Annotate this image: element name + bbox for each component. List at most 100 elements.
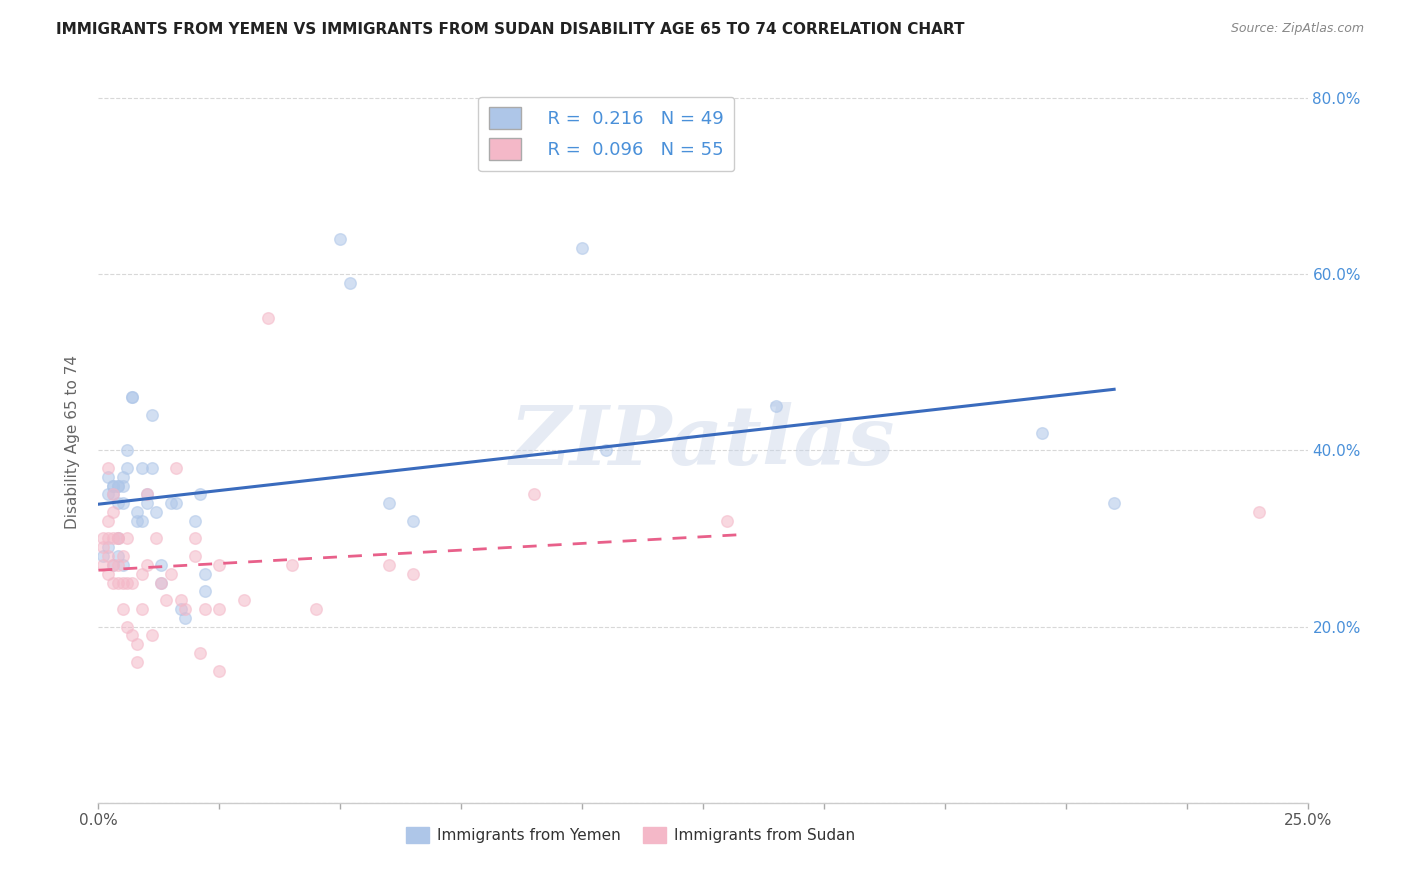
Point <box>145 532 167 546</box>
Point <box>402 514 425 528</box>
Point <box>232 593 254 607</box>
Point <box>101 575 124 590</box>
Point <box>97 532 120 546</box>
Point <box>1031 425 1053 440</box>
Point <box>117 532 139 546</box>
Point <box>101 487 124 501</box>
Point <box>107 478 129 492</box>
Point <box>107 549 129 563</box>
Point <box>127 637 149 651</box>
Point <box>194 602 217 616</box>
Point <box>1249 505 1271 519</box>
Point <box>101 558 124 572</box>
Point <box>135 487 157 501</box>
Point <box>107 496 129 510</box>
Point <box>97 461 120 475</box>
Point <box>117 443 139 458</box>
Point <box>150 575 173 590</box>
Point <box>97 566 120 581</box>
Point <box>101 478 124 492</box>
Point <box>121 628 143 642</box>
Point <box>208 664 231 678</box>
Point <box>169 602 191 616</box>
Point <box>188 487 211 501</box>
Point <box>91 558 114 572</box>
Point <box>97 549 120 563</box>
Legend: Immigrants from Yemen, Immigrants from Sudan: Immigrants from Yemen, Immigrants from S… <box>399 822 860 849</box>
Point <box>165 461 187 475</box>
Point <box>97 541 120 555</box>
Point <box>208 558 231 572</box>
Point <box>523 487 546 501</box>
Point <box>377 496 399 510</box>
Point <box>174 611 197 625</box>
Point <box>281 558 304 572</box>
Point <box>194 584 217 599</box>
Point <box>107 532 129 546</box>
Point <box>111 558 134 572</box>
Point <box>135 558 157 572</box>
Y-axis label: Disability Age 65 to 74: Disability Age 65 to 74 <box>65 354 80 529</box>
Point <box>174 602 197 616</box>
Point <box>91 549 114 563</box>
Point <box>184 514 207 528</box>
Point <box>127 505 149 519</box>
Point <box>141 461 163 475</box>
Point <box>107 532 129 546</box>
Point <box>150 558 173 572</box>
Point <box>117 575 139 590</box>
Point <box>256 311 278 326</box>
Point <box>135 487 157 501</box>
Point <box>131 514 153 528</box>
Point <box>107 558 129 572</box>
Point <box>101 532 124 546</box>
Text: ZIPatlas: ZIPatlas <box>510 401 896 482</box>
Point <box>111 478 134 492</box>
Point <box>141 628 163 642</box>
Point <box>107 478 129 492</box>
Point <box>145 505 167 519</box>
Point <box>155 593 177 607</box>
Point <box>131 566 153 581</box>
Point <box>188 646 211 660</box>
Point <box>135 496 157 510</box>
Point <box>97 487 120 501</box>
Point <box>97 514 120 528</box>
Point <box>160 496 183 510</box>
Point <box>127 655 149 669</box>
Point <box>107 575 129 590</box>
Point <box>165 496 187 510</box>
Point <box>117 461 139 475</box>
Point <box>377 558 399 572</box>
Point <box>111 496 134 510</box>
Point <box>169 593 191 607</box>
Point <box>91 541 114 555</box>
Point <box>117 619 139 633</box>
Point <box>184 532 207 546</box>
Point <box>208 602 231 616</box>
Point <box>765 399 787 413</box>
Point <box>101 558 124 572</box>
Point <box>111 549 134 563</box>
Point <box>571 241 593 255</box>
Point <box>101 505 124 519</box>
Point <box>121 391 143 405</box>
Point <box>402 566 425 581</box>
Text: IMMIGRANTS FROM YEMEN VS IMMIGRANTS FROM SUDAN DISABILITY AGE 65 TO 74 CORRELATI: IMMIGRANTS FROM YEMEN VS IMMIGRANTS FROM… <box>56 22 965 37</box>
Point <box>91 532 114 546</box>
Point <box>595 443 617 458</box>
Point <box>1102 496 1125 510</box>
Point <box>339 276 361 290</box>
Point <box>150 575 173 590</box>
Point <box>194 566 217 581</box>
Point <box>131 602 153 616</box>
Point <box>111 575 134 590</box>
Point <box>107 532 129 546</box>
Point <box>111 470 134 484</box>
Point <box>184 549 207 563</box>
Text: Source: ZipAtlas.com: Source: ZipAtlas.com <box>1230 22 1364 36</box>
Point <box>329 232 352 246</box>
Point <box>127 514 149 528</box>
Point <box>101 487 124 501</box>
Point <box>101 478 124 492</box>
